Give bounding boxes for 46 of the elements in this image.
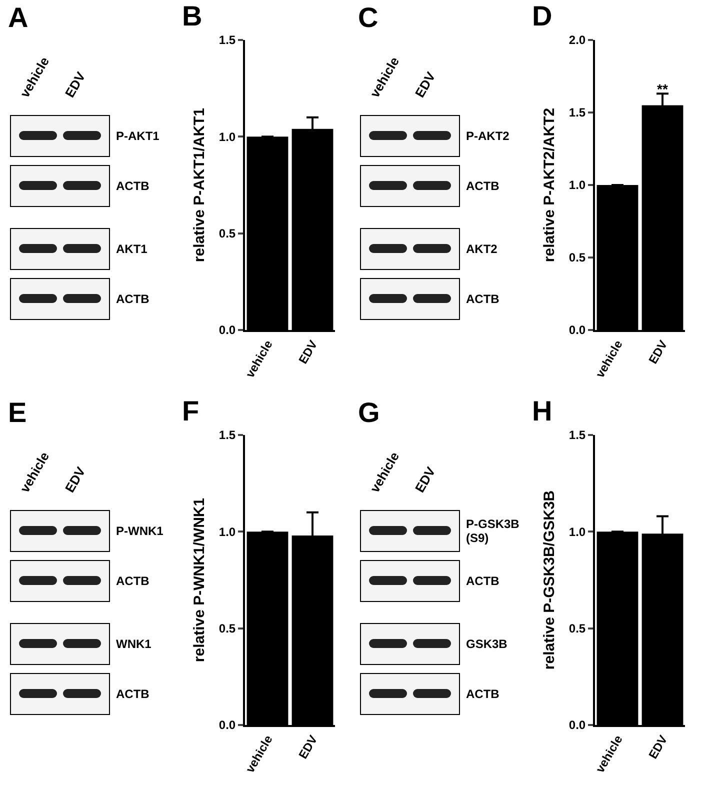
text: P-AKT2	[466, 129, 510, 143]
y-tick-label: 0.0	[218, 718, 236, 732]
y-tick-label: 1.0	[218, 130, 236, 144]
y-tick-label: 0.5	[218, 622, 236, 636]
y-tick-label: 1.0	[218, 524, 236, 539]
chart-title: B	[182, 0, 202, 32]
y-tick-label: 1.5	[568, 428, 586, 442]
text: ACTB	[466, 179, 500, 193]
text: P-AKT1	[116, 129, 160, 143]
text: ACTB	[466, 292, 500, 306]
chart-title: F	[182, 395, 200, 426]
text: A	[8, 2, 28, 34]
chart-title: D	[532, 0, 552, 32]
text: ACTB	[116, 179, 150, 193]
y-axis-title: relative P-WNK1/WNK1	[191, 498, 208, 662]
y-tick-label: 0.5	[568, 250, 586, 265]
y-tick-label: 0.0	[568, 323, 586, 338]
text: ACTB	[116, 687, 150, 701]
y-tick-label: 1.0	[568, 178, 586, 192]
text: AKT1	[116, 242, 148, 256]
y-axis-title: relative P-AKT2/AKT2	[541, 108, 558, 262]
text: E	[8, 397, 27, 429]
y-tick-label: 0.5	[218, 226, 236, 241]
y-axis-title: relative P-GSK3B/GSK3B	[541, 490, 558, 670]
text: ACTB	[116, 574, 150, 588]
text: ACTB	[466, 574, 500, 588]
y-tick-label: 0.0	[568, 718, 586, 732]
y-axis-title: relative P-AKT1/AKT1	[191, 108, 208, 262]
text: WNK1	[116, 637, 152, 651]
y-tick-label: 1.5	[218, 33, 236, 48]
annotation: **	[657, 81, 668, 97]
text: ACTB	[116, 292, 150, 306]
y-tick-label: 2.0	[568, 33, 586, 48]
chart-title: H	[532, 395, 552, 426]
y-tick-label: 1.5	[568, 106, 586, 120]
text: P-WNK1	[116, 524, 164, 538]
text: AKT2	[466, 242, 498, 256]
text: G	[358, 397, 380, 429]
text: GSK3B	[466, 637, 508, 651]
text: C	[358, 2, 378, 34]
y-tick-label: 1.0	[568, 524, 586, 539]
y-tick-label: 0.0	[218, 323, 236, 338]
y-tick-label: 0.5	[568, 622, 586, 636]
text: ACTB	[466, 687, 500, 701]
text: P-GSK3B (S9)	[466, 517, 520, 545]
y-tick-label: 1.5	[218, 428, 236, 442]
